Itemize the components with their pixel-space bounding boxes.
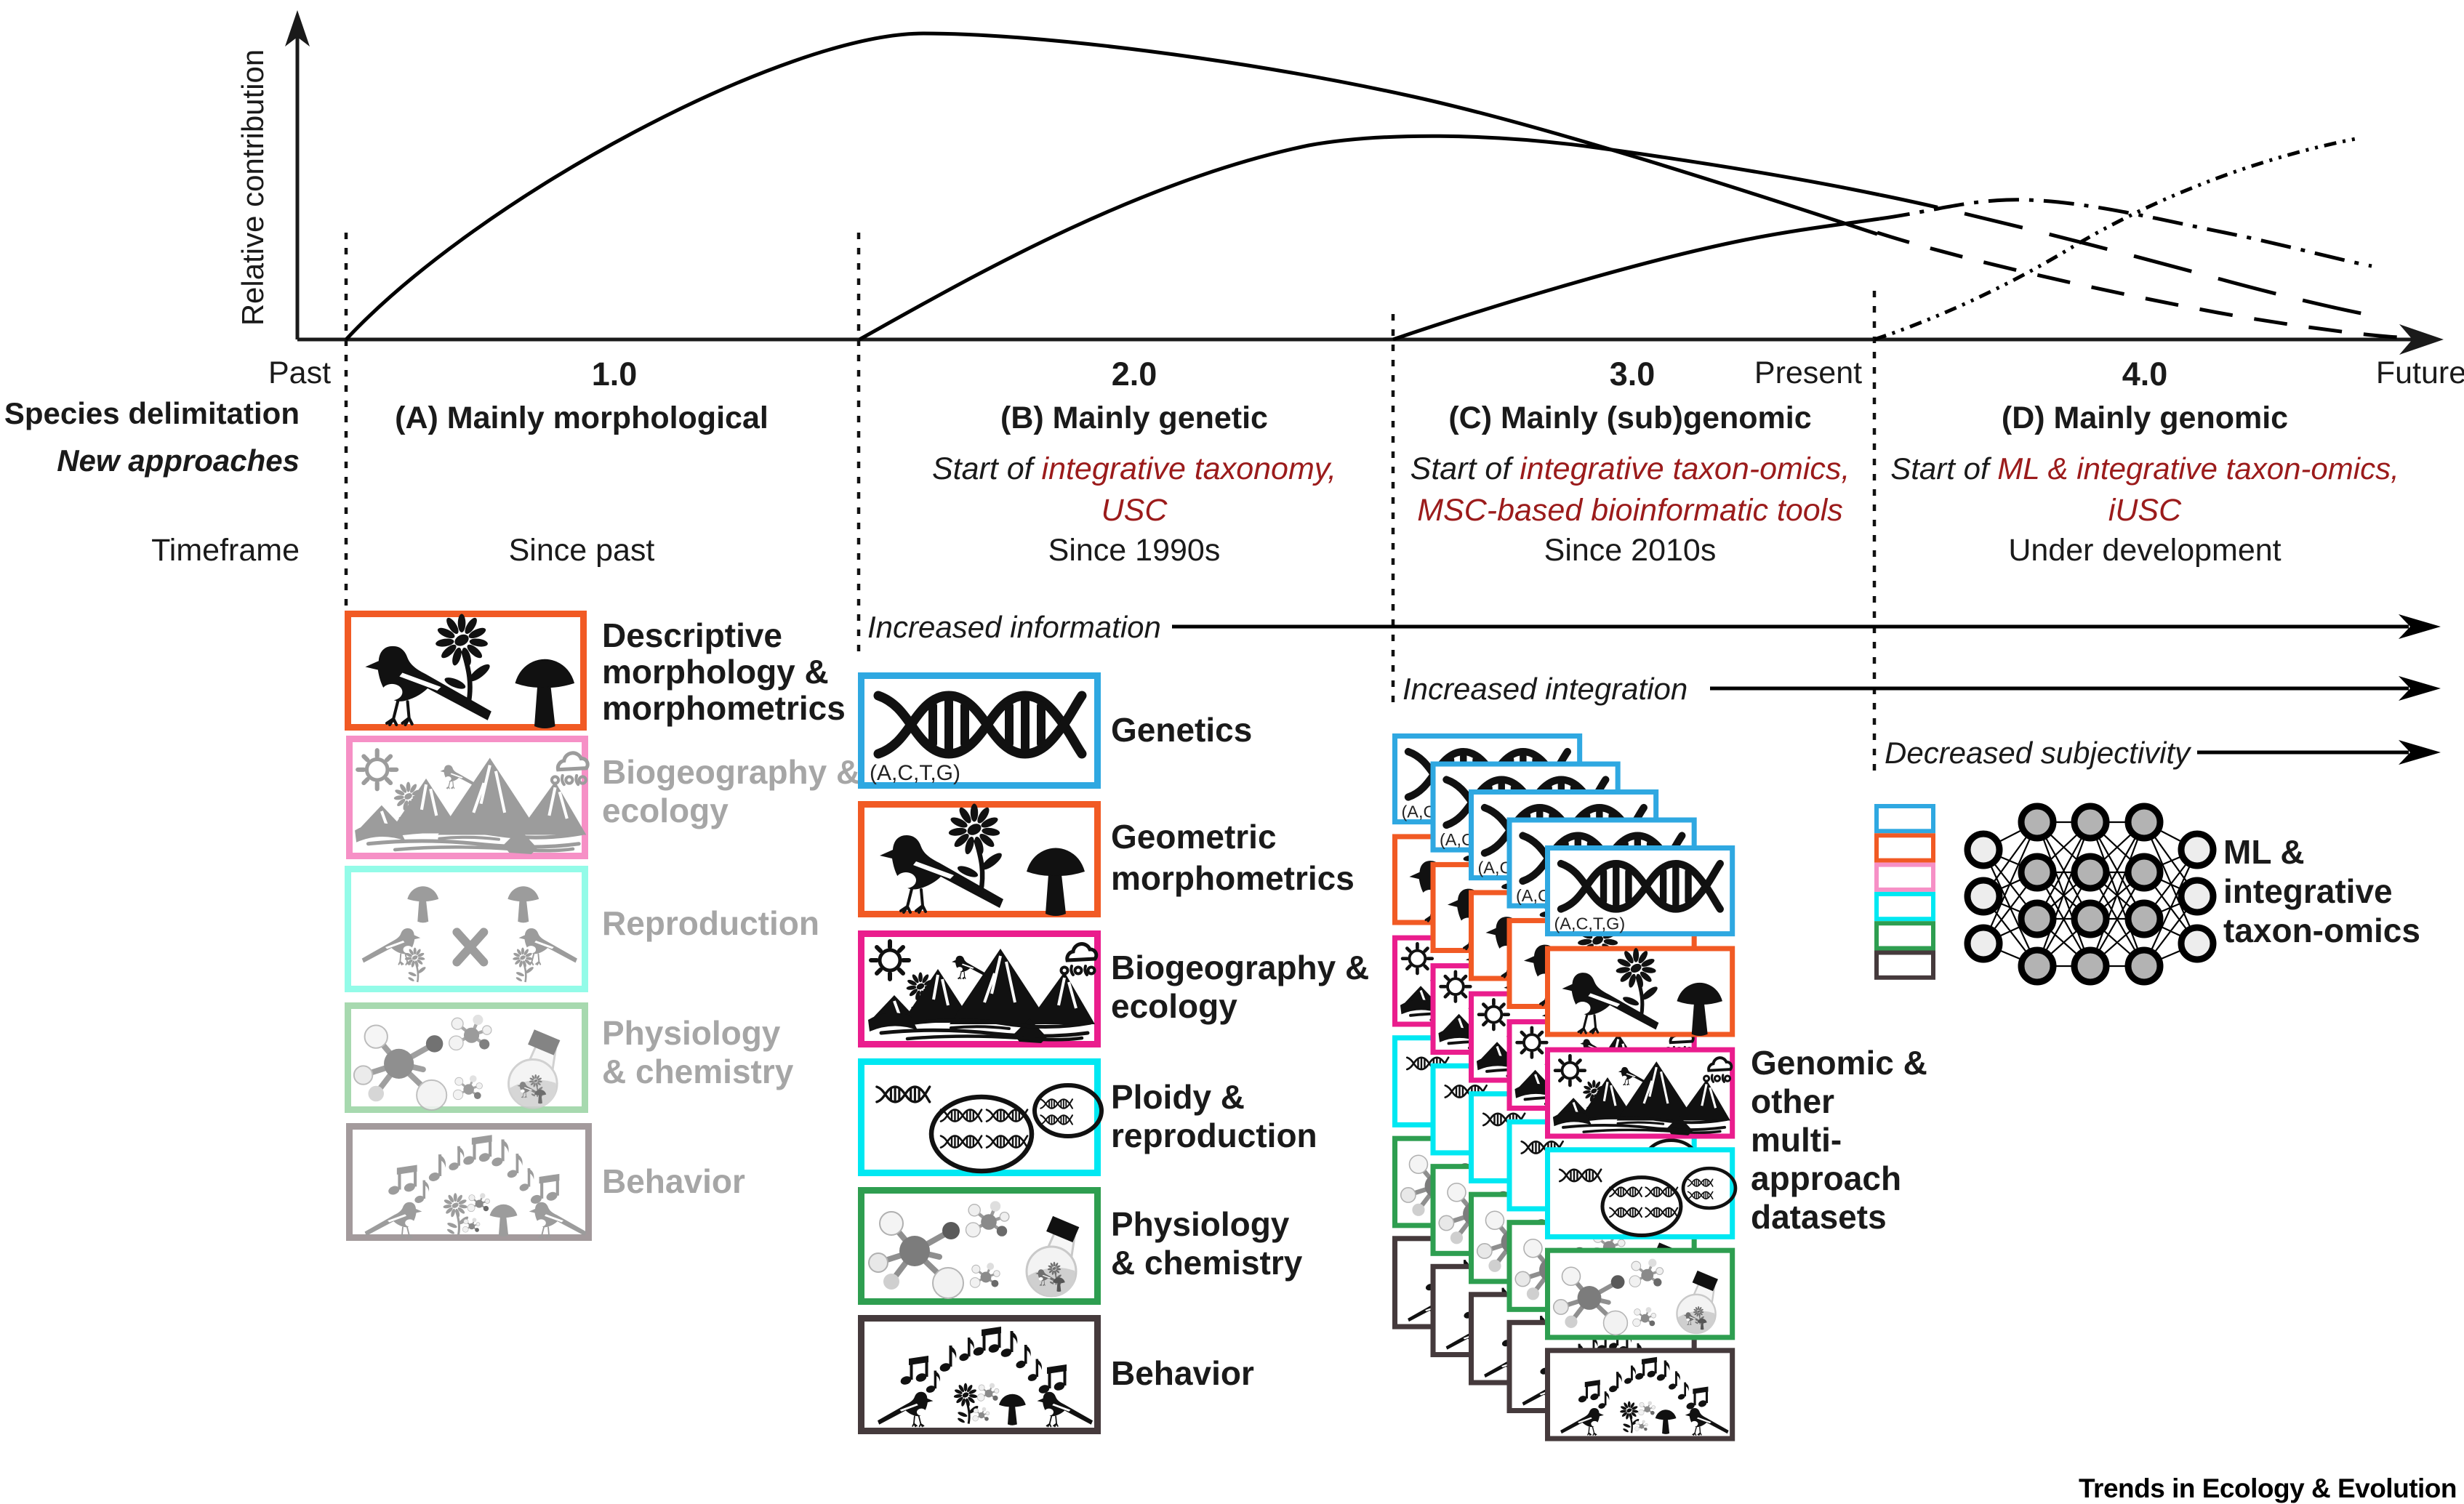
svg-text:datasets: datasets — [1751, 1198, 1887, 1236]
svg-text:4.0: 4.0 — [2122, 355, 2168, 393]
svg-text:iUSC: iUSC — [2108, 493, 2182, 528]
svg-text:(B) Mainly genetic: (B) Mainly genetic — [1000, 401, 1268, 435]
svg-text:Descriptive: Descriptive — [602, 616, 782, 654]
svg-text:Since past: Since past — [509, 533, 655, 568]
svg-text:Increased information: Increased information — [867, 610, 1161, 644]
svg-text:Physiology: Physiology — [602, 1014, 781, 1052]
svg-text:MSC-based bioinformatic tools: MSC-based bioinformatic tools — [1417, 493, 1843, 528]
svg-text:Timeframe: Timeframe — [151, 533, 300, 568]
svg-text:Start of integrative taxon-omi: Start of integrative taxon-omics, — [1410, 451, 1850, 486]
svg-text:(C) Mainly (sub)genomic: (C) Mainly (sub)genomic — [1448, 401, 1811, 435]
svg-text:Species delimitation: Species delimitation — [4, 396, 300, 430]
svg-text:(D) Mainly genomic: (D) Mainly genomic — [2002, 401, 2288, 435]
svg-text:ML &: ML & — [2223, 833, 2305, 871]
svg-text:& chemistry: & chemistry — [602, 1053, 794, 1090]
svg-text:Increased integration: Increased integration — [1402, 672, 1688, 706]
svg-text:Biogeography &: Biogeography & — [1111, 949, 1369, 986]
svg-text:Biogeography &: Biogeography & — [602, 753, 860, 791]
svg-text:Past: Past — [268, 355, 331, 390]
svg-text:(A) Mainly morphological: (A) Mainly morphological — [395, 401, 769, 435]
svg-text:Ploidy &: Ploidy & — [1111, 1078, 1245, 1116]
svg-text:reproduction: reproduction — [1111, 1117, 1317, 1154]
svg-text:Present: Present — [1754, 355, 1862, 390]
svg-text:morphometrics: morphometrics — [602, 689, 846, 727]
svg-text:ecology: ecology — [1111, 987, 1237, 1025]
svg-text:Relative contribution: Relative contribution — [236, 49, 270, 326]
svg-text:Geometric: Geometric — [1111, 818, 1277, 856]
svg-text:Physiology: Physiology — [1111, 1205, 1290, 1243]
svg-text:other: other — [1751, 1082, 1834, 1120]
svg-text:ecology: ecology — [602, 792, 729, 829]
svg-text:Future: Future — [2376, 355, 2464, 390]
svg-text:morphometrics: morphometrics — [1111, 859, 1355, 897]
svg-text:USC: USC — [1101, 493, 1168, 528]
svg-text:Decreased subjectivity: Decreased subjectivity — [1885, 736, 2192, 770]
svg-text:Under development: Under development — [2008, 533, 2281, 568]
svg-text:Since 1990s: Since 1990s — [1048, 533, 1221, 568]
svg-text:2.0: 2.0 — [1112, 355, 1157, 393]
svg-text:Behavior: Behavior — [602, 1162, 745, 1200]
svg-text:Reproduction: Reproduction — [602, 904, 819, 942]
svg-text:Trends in Ecology & Evolution: Trends in Ecology & Evolution — [2079, 1473, 2457, 1503]
svg-text:taxon-omics: taxon-omics — [2223, 912, 2420, 949]
svg-text:1.0: 1.0 — [592, 355, 638, 393]
svg-text:Genetics: Genetics — [1111, 711, 1252, 749]
svg-text:Start of ML & integrative taxo: Start of ML & integrative taxon-omics, — [1890, 451, 2399, 486]
svg-text:Start of integrative taxonomy,: Start of integrative taxonomy, — [932, 451, 1336, 486]
svg-text:integrative: integrative — [2223, 872, 2393, 910]
svg-text:Behavior: Behavior — [1111, 1354, 1254, 1392]
svg-text:multi-: multi- — [1751, 1121, 1842, 1159]
svg-text:3.0: 3.0 — [1610, 355, 1656, 393]
svg-text:approach: approach — [1751, 1159, 1901, 1197]
svg-text:Since 2010s: Since 2010s — [1544, 533, 1717, 568]
svg-text:New approaches: New approaches — [57, 443, 300, 478]
svg-text:& chemistry: & chemistry — [1111, 1244, 1303, 1282]
svg-text:Genomic &: Genomic & — [1751, 1044, 1927, 1082]
svg-text:morphology &: morphology & — [602, 653, 829, 691]
